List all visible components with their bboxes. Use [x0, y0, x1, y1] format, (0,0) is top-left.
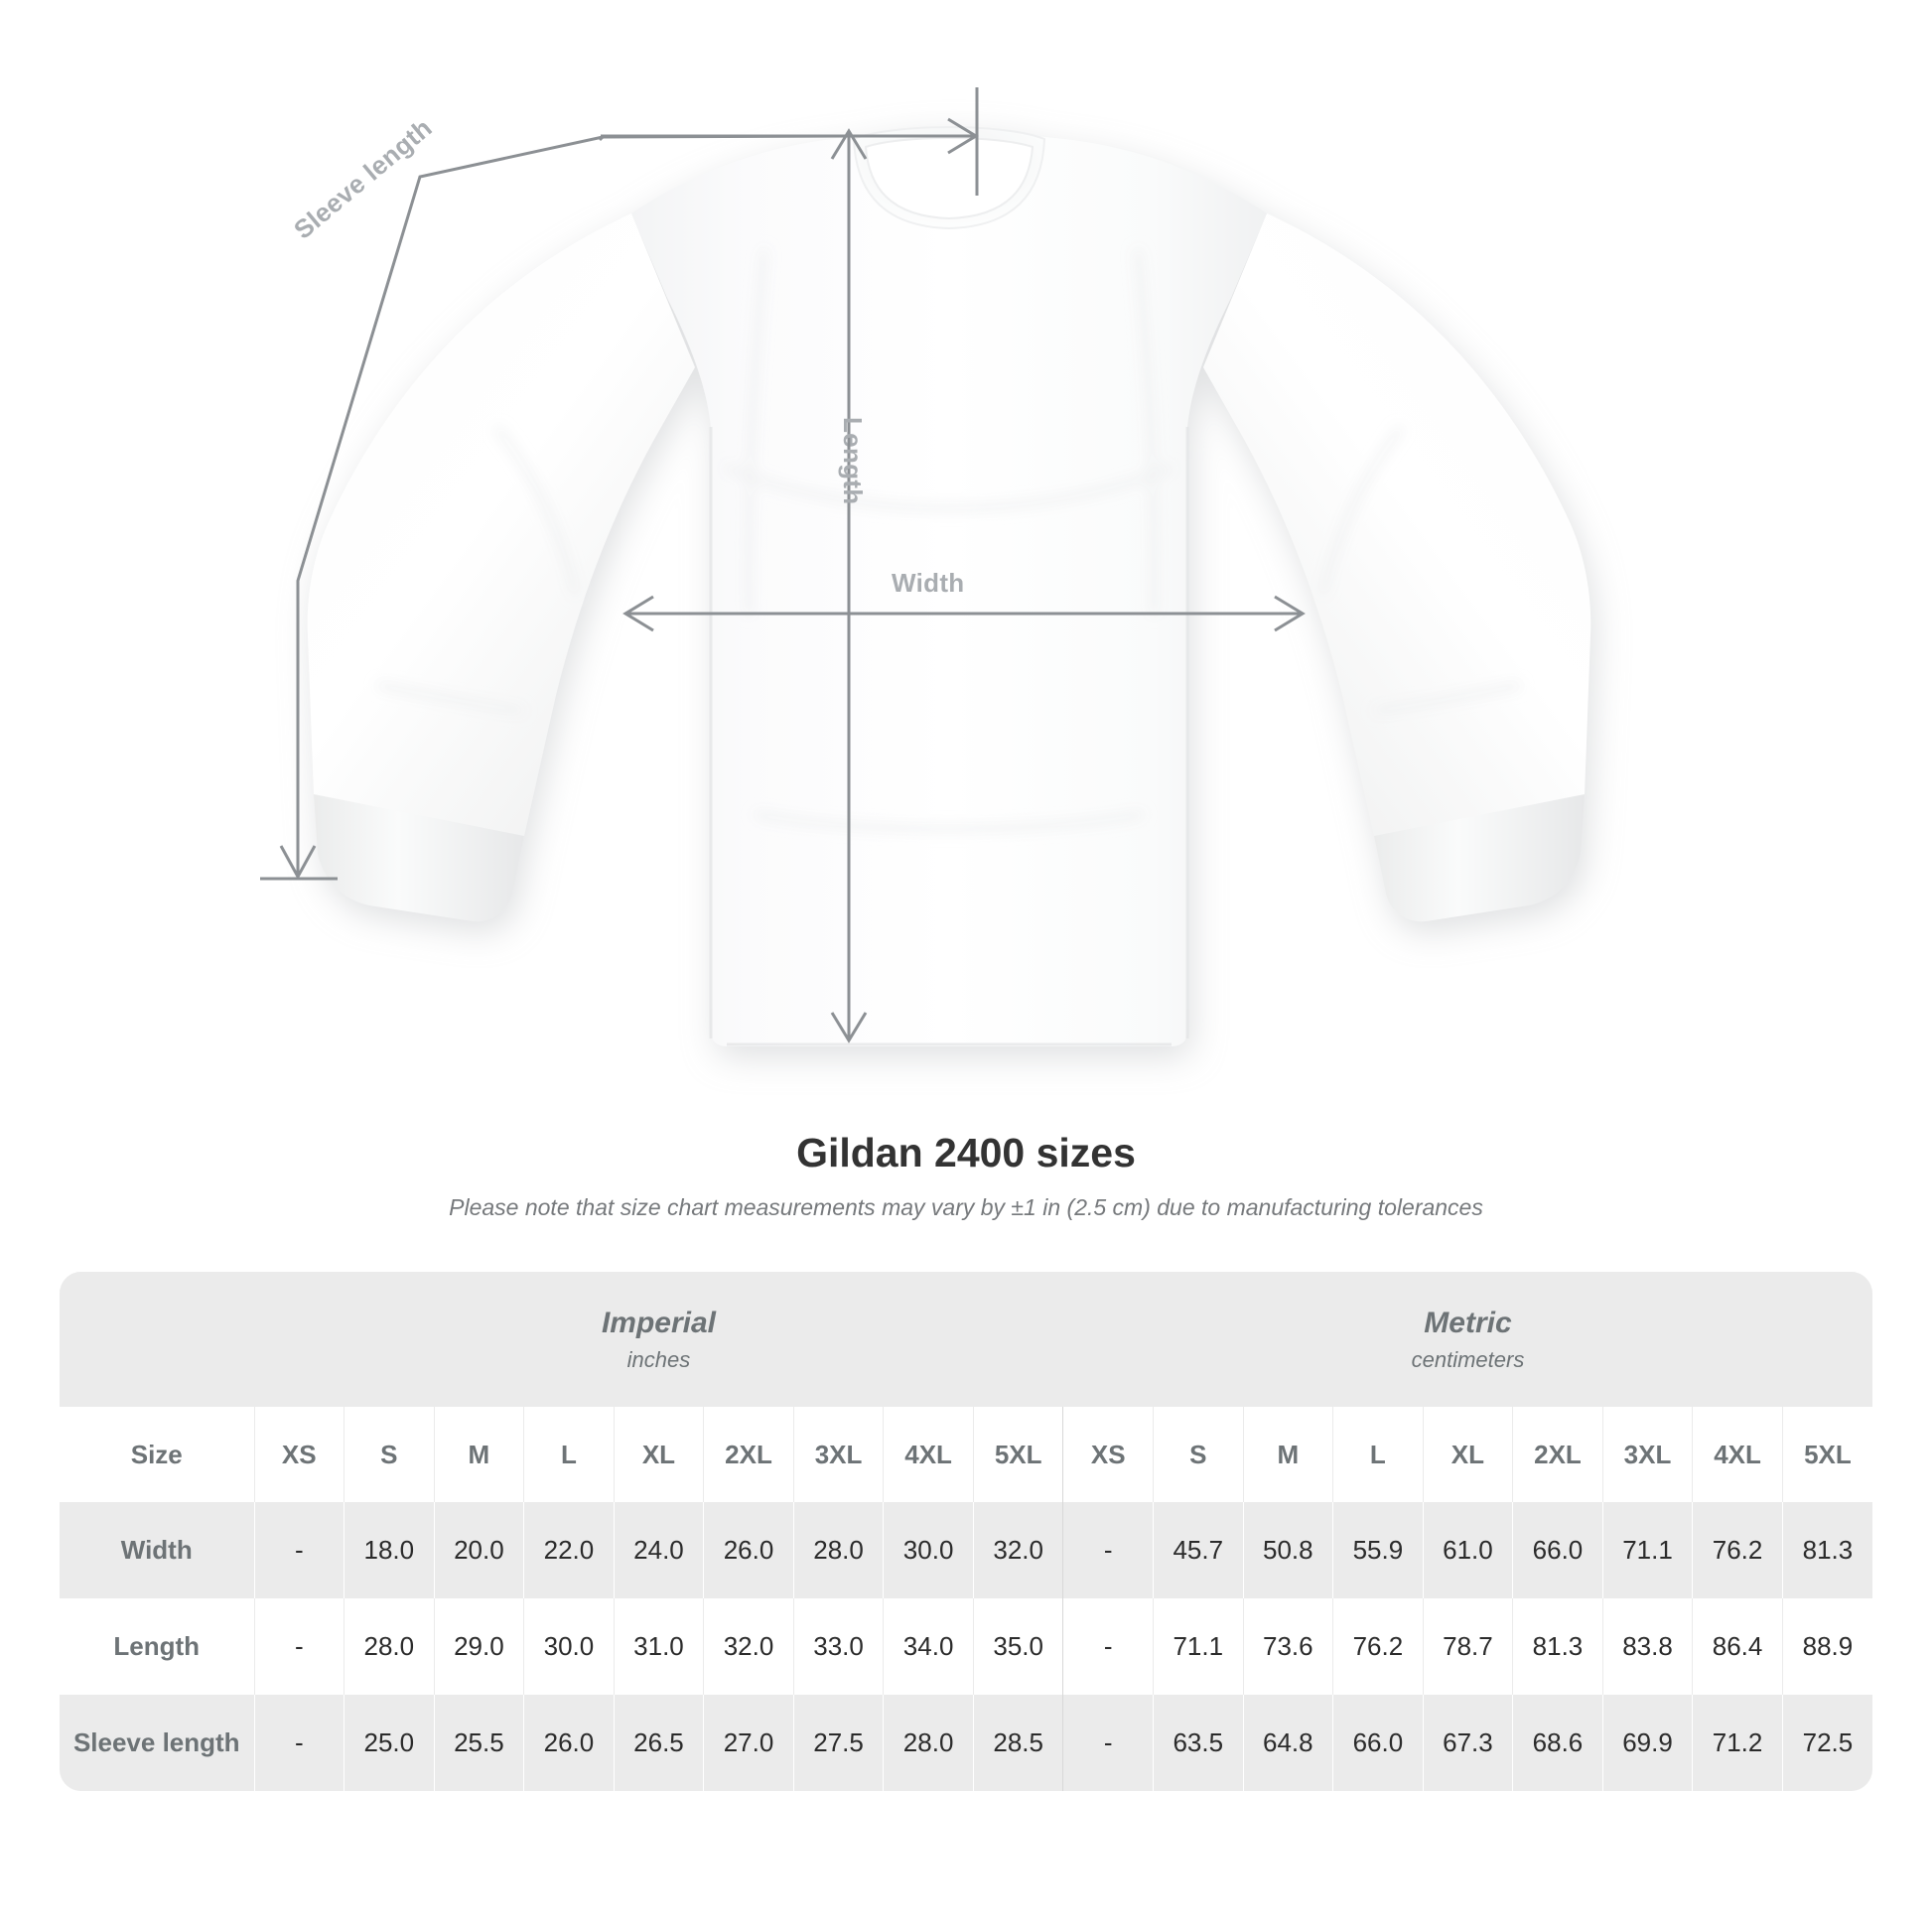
cell: 69.9	[1601, 1695, 1693, 1791]
cell: 71.1	[1601, 1502, 1693, 1598]
cell: 73.6	[1242, 1598, 1333, 1695]
cell: 18.0	[344, 1502, 435, 1598]
unit-group-name: Metric	[1424, 1306, 1512, 1339]
size-column-header-metric-5xl: 5XL	[1781, 1407, 1872, 1502]
cell: 81.3	[1512, 1598, 1603, 1695]
size-header-label: Size	[60, 1407, 254, 1502]
cell: 72.5	[1781, 1695, 1872, 1791]
unit-row-spacer	[60, 1272, 254, 1407]
size-column-header-metric-4xl: 4XL	[1692, 1407, 1783, 1502]
cell: -	[253, 1598, 345, 1695]
cell: 27.0	[703, 1695, 794, 1791]
size-table: Imperial inches Metric centimeters Size XS S M L…	[60, 1272, 1872, 1791]
table-row: Width -18.0 20.0 22.0 24.0 26.0 28.0 30.0 32.0-4…	[60, 1502, 1872, 1598]
table-row: Sleeve length -25.0 25.5 26.0 26.5 27.0 27.5 28…	[60, 1695, 1872, 1791]
size-column-header-imperial-2xl: 2XL	[703, 1407, 794, 1502]
cell: -	[1062, 1502, 1154, 1598]
cell: 30.0	[523, 1598, 615, 1695]
cell: 28.0	[883, 1695, 974, 1791]
row-header-width: Width	[60, 1502, 254, 1598]
cell: -	[1062, 1598, 1154, 1695]
cell: 34.0	[883, 1598, 974, 1695]
cell: 35.0	[972, 1598, 1063, 1695]
dimension-lines	[260, 87, 1306, 1043]
cell: -	[253, 1502, 345, 1598]
page-title: Gildan 2400 sizes	[796, 1130, 1136, 1175]
cell: 83.8	[1601, 1598, 1693, 1695]
size-table-wrapper: Imperial inches Metric centimeters Size XS S M L…	[60, 1272, 1872, 1791]
cell: 22.0	[523, 1502, 615, 1598]
cell: 26.0	[703, 1502, 794, 1598]
length-dimension-label: Length	[838, 417, 868, 505]
cell: 28.0	[344, 1598, 435, 1695]
cell: 68.6	[1512, 1695, 1603, 1791]
size-column-header-imperial-s: S	[344, 1407, 435, 1502]
size-column-header-metric-s: S	[1153, 1407, 1244, 1502]
cell: 29.0	[433, 1598, 524, 1695]
row-header-sleeve-length: Sleeve length	[60, 1695, 254, 1791]
size-column-header-imperial-4xl: 4XL	[883, 1407, 974, 1502]
cell: 31.0	[613, 1598, 704, 1695]
cell: 71.2	[1692, 1695, 1783, 1791]
unit-group-metric: Metric centimeters	[1062, 1272, 1872, 1407]
cell: 24.0	[613, 1502, 704, 1598]
cell: 27.5	[792, 1695, 884, 1791]
size-column-header-imperial-xs: XS	[253, 1407, 345, 1502]
size-header-row: Size XS S M L XL 2XL 3XL 4XL 5XL XS S M L XL 2XL 3XL 4XL 5…	[60, 1407, 1872, 1502]
cell: 61.0	[1422, 1502, 1513, 1598]
size-column-header-imperial-3xl: 3XL	[792, 1407, 884, 1502]
cell: 55.9	[1332, 1502, 1424, 1598]
title-block: Gildan 2400 sizes Please note that size …	[0, 1130, 1932, 1222]
cell: 33.0	[792, 1598, 884, 1695]
cell: 76.2	[1692, 1502, 1783, 1598]
unit-header-row: Imperial inches Metric centimeters	[60, 1272, 1872, 1407]
cell: 76.2	[1332, 1598, 1424, 1695]
cell: 66.0	[1332, 1695, 1424, 1791]
cell: 81.3	[1781, 1502, 1872, 1598]
row-header-length: Length	[60, 1598, 254, 1695]
size-column-header-metric-l: L	[1332, 1407, 1424, 1502]
cell: 71.1	[1153, 1598, 1244, 1695]
table-row: Length -28.0 29.0 30.0 31.0 32.0 33.0 34.0 35.0-…	[60, 1598, 1872, 1695]
cell: 45.7	[1153, 1502, 1244, 1598]
size-column-header-metric-m: M	[1242, 1407, 1333, 1502]
cell: 63.5	[1153, 1695, 1244, 1791]
size-column-header-imperial-m: M	[433, 1407, 524, 1502]
size-column-header-metric-xl: XL	[1422, 1407, 1513, 1502]
cell: 67.3	[1422, 1695, 1513, 1791]
cell: 64.8	[1242, 1695, 1333, 1791]
unit-group-name: Imperial	[601, 1306, 716, 1339]
unit-group-subtitle: centimeters	[1411, 1346, 1525, 1372]
size-column-header-imperial-5xl: 5XL	[972, 1407, 1063, 1502]
cell: -	[1062, 1695, 1154, 1791]
unit-group-imperial: Imperial inches	[254, 1272, 1063, 1407]
cell: 28.5	[972, 1695, 1063, 1791]
cell: 26.0	[523, 1695, 615, 1791]
cell: -	[253, 1695, 345, 1791]
cell: 86.4	[1692, 1598, 1783, 1695]
size-column-header-imperial-xl: XL	[613, 1407, 704, 1502]
width-dimension-label: Width	[892, 568, 965, 598]
long-sleeve-tshirt-image	[307, 125, 1591, 1046]
size-column-header-imperial-l: L	[523, 1407, 615, 1502]
unit-group-subtitle: inches	[626, 1346, 691, 1372]
cell: 50.8	[1242, 1502, 1333, 1598]
cell: 30.0	[883, 1502, 974, 1598]
size-column-header-metric-2xl: 2XL	[1512, 1407, 1603, 1502]
cell: 26.5	[613, 1695, 704, 1791]
cell: 25.0	[344, 1695, 435, 1791]
cell: 66.0	[1512, 1502, 1603, 1598]
cell: 78.7	[1422, 1598, 1513, 1695]
size-column-header-metric-xs: XS	[1062, 1407, 1154, 1502]
garment-illustration: Sleeve length Length Width	[260, 87, 1591, 1046]
size-column-header-metric-3xl: 3XL	[1601, 1407, 1693, 1502]
cell: 32.0	[972, 1502, 1063, 1598]
cell: 25.5	[433, 1695, 524, 1791]
cell: 32.0	[703, 1598, 794, 1695]
tolerance-note: Please note that size chart measurements…	[449, 1194, 1483, 1221]
cell: 20.0	[433, 1502, 524, 1598]
cell: 28.0	[792, 1502, 884, 1598]
cell: 88.9	[1781, 1598, 1872, 1695]
